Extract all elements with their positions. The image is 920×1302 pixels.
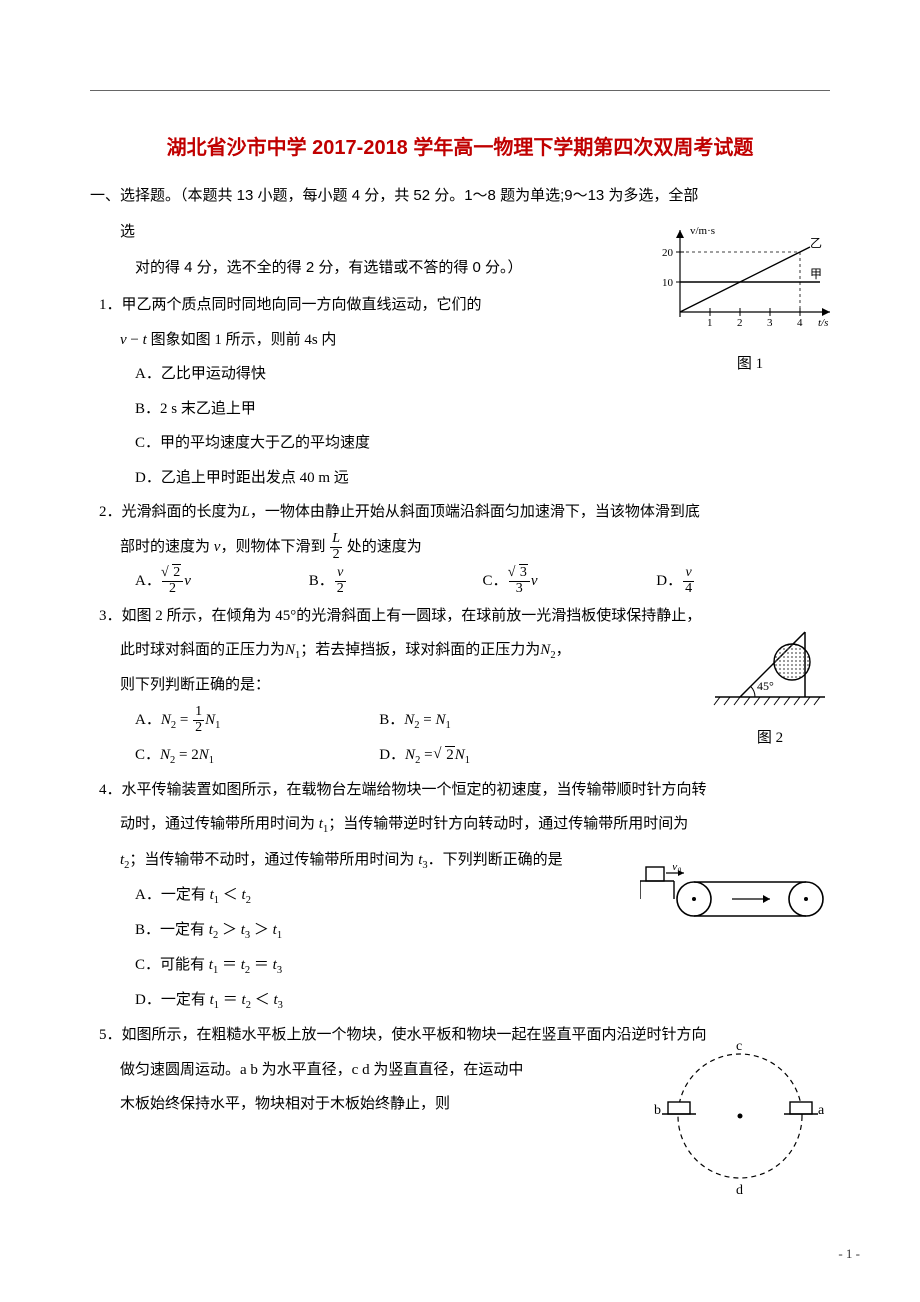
q2-s1: 2．光滑斜面的长度为 xyxy=(99,504,242,520)
figure-1: v/m·s t/s 10 20 1 2 3 4 甲 乙 xyxy=(660,222,840,381)
q3-opt-a: A．N2 = 12N1 xyxy=(135,703,379,738)
q3-s2: 此时球对斜面的正压力为 xyxy=(120,642,285,658)
q3-row2: C．N2 = 2N1 D．N2 = 2N1 xyxy=(90,738,623,773)
svg-text:4: 4 xyxy=(797,317,803,329)
q4-opt-c: C．可能有 t1 ＝ t2 ＝ t3 xyxy=(90,948,830,983)
q2-opt-d: D．v4 xyxy=(656,564,830,599)
svg-text:b: b xyxy=(654,1103,661,1118)
q2-stem-cont: 部时的速度为 v，则物体下滑到 L2 处的速度为 xyxy=(90,530,830,565)
q2-stem: 2．光滑斜面的长度为L，一物体由静止开始从斜面顶端沿斜面匀加速滑下，当该物体滑到… xyxy=(90,495,830,530)
q2-opt-c: C．33v xyxy=(483,564,657,599)
q2-s5: 处的速度为 xyxy=(347,539,422,555)
q2-opt-b: B．v2 xyxy=(309,564,483,599)
svg-text:45°: 45° xyxy=(757,679,774,693)
question-5: a b c d 5．如图所示，在粗糙水平板上放一个物块，使水平板和物块一起在竖直… xyxy=(90,1018,830,1122)
question-4: v₀ 4．水平传输装置如图所示，在载物台左端给物块一个恒定的初速度，当传输带顺时… xyxy=(90,773,830,1018)
svg-text:d: d xyxy=(736,1183,743,1196)
svg-text:乙: 乙 xyxy=(810,236,822,250)
figure-5: a b c d xyxy=(640,1036,840,1207)
question-3: 45° 图 2 3．如图 2 所示，在倾角为 45°的光滑斜面上有一圆球，在球前… xyxy=(90,599,830,773)
figure-1-caption: 图 1 xyxy=(660,347,840,382)
q2-opt-a: A．22v xyxy=(135,564,309,599)
q2-options: A．22v B．v2 C．33v D．v4 xyxy=(90,564,830,599)
svg-text:1: 1 xyxy=(707,317,713,329)
q1-opt-c: C．甲的平均速度大于乙的平均速度 xyxy=(90,426,830,461)
svg-text:3: 3 xyxy=(767,317,773,329)
circle-motion: a b c d xyxy=(640,1036,840,1196)
svg-text:a: a xyxy=(818,1103,825,1118)
q1-opt-b: B．2 s 末乙追上甲 xyxy=(90,392,830,427)
figure-4: v₀ xyxy=(640,865,830,936)
section-line1: 一、选择题。（本题共 13 小题，每小题 4 分，共 52 分。1～8 题为单选… xyxy=(90,178,830,214)
q3-opt-b: B．N2 = N1 xyxy=(379,703,623,738)
figure-2-caption: 图 2 xyxy=(710,721,830,756)
q3-s4: ， xyxy=(556,642,571,658)
question-1: v/m·s t/s 10 20 1 2 3 4 甲 乙 xyxy=(90,288,830,495)
question-2: 2．光滑斜面的长度为L，一物体由静止开始从斜面顶端沿斜面匀加速滑下，当该物体滑到… xyxy=(90,495,830,599)
q1-stem2a: 图象如图 1 所示，则前 4s 内 xyxy=(151,332,337,348)
svg-text:2: 2 xyxy=(737,317,743,329)
q2-s4: ，则物体下滑到 xyxy=(220,539,325,555)
page-number: - 1 - xyxy=(838,1246,860,1262)
svg-text:c: c xyxy=(736,1039,742,1054)
incline-ball: 45° xyxy=(710,627,830,707)
q3-opt-d: D．N2 = 2N1 xyxy=(379,738,623,773)
vt-graph: v/m·s t/s 10 20 1 2 3 4 甲 乙 xyxy=(660,222,840,332)
belt: v₀ xyxy=(640,865,830,925)
q4-stem-line2: 动时，通过传输带所用时间为 t1；当传输带逆时针方向转动时，通过传输带所用时间为 xyxy=(90,807,830,842)
svg-text:10: 10 xyxy=(662,277,674,289)
q3-row1: A．N2 = 12N1 B．N2 = N1 xyxy=(90,703,623,738)
top-rule xyxy=(90,90,830,91)
q4-opt-d: D．一定有 t1 ＝ t2 ＜ t3 xyxy=(90,983,830,1018)
q4-stem-line1: 4．水平传输装置如图所示，在载物台左端给物块一个恒定的初速度，当传输带顺时针方向… xyxy=(90,773,830,808)
q4-s2a: 动时，通过传输带所用时间为 xyxy=(120,816,319,832)
q2-s2: ，一物体由静止开始从斜面顶端沿斜面匀加速滑下，当该物体滑到底 xyxy=(250,504,700,520)
svg-text:甲: 甲 xyxy=(810,267,822,281)
figure-2: 45° 图 2 xyxy=(710,627,830,756)
q4-s3a: ；当传输带不动时，通过传输带所用时间为 xyxy=(129,852,418,868)
xlabel: t/s xyxy=(818,317,828,329)
ylabel: v/m·s xyxy=(690,225,715,237)
q3-opt-c: C．N2 = 2N1 xyxy=(135,738,379,773)
q4-s2b: ；当传输带逆时针方向转动时，通过传输带所用时间为 xyxy=(328,816,688,832)
q3-s3: ；若去掉挡扳，球对斜面的正压力为 xyxy=(300,642,540,658)
q4-s3b: ．下列判断正确的是 xyxy=(428,852,563,868)
page-title: 湖北省沙市中学 2017-2018 学年高一物理下学期第四次双周考试题 xyxy=(90,131,830,160)
svg-text:v₀: v₀ xyxy=(672,865,682,873)
svg-text:20: 20 xyxy=(662,247,674,259)
q1-opt-d: D．乙追上甲时距出发点 40 m 远 xyxy=(90,461,830,496)
q2-s3: 部时的速度为 xyxy=(120,539,210,555)
